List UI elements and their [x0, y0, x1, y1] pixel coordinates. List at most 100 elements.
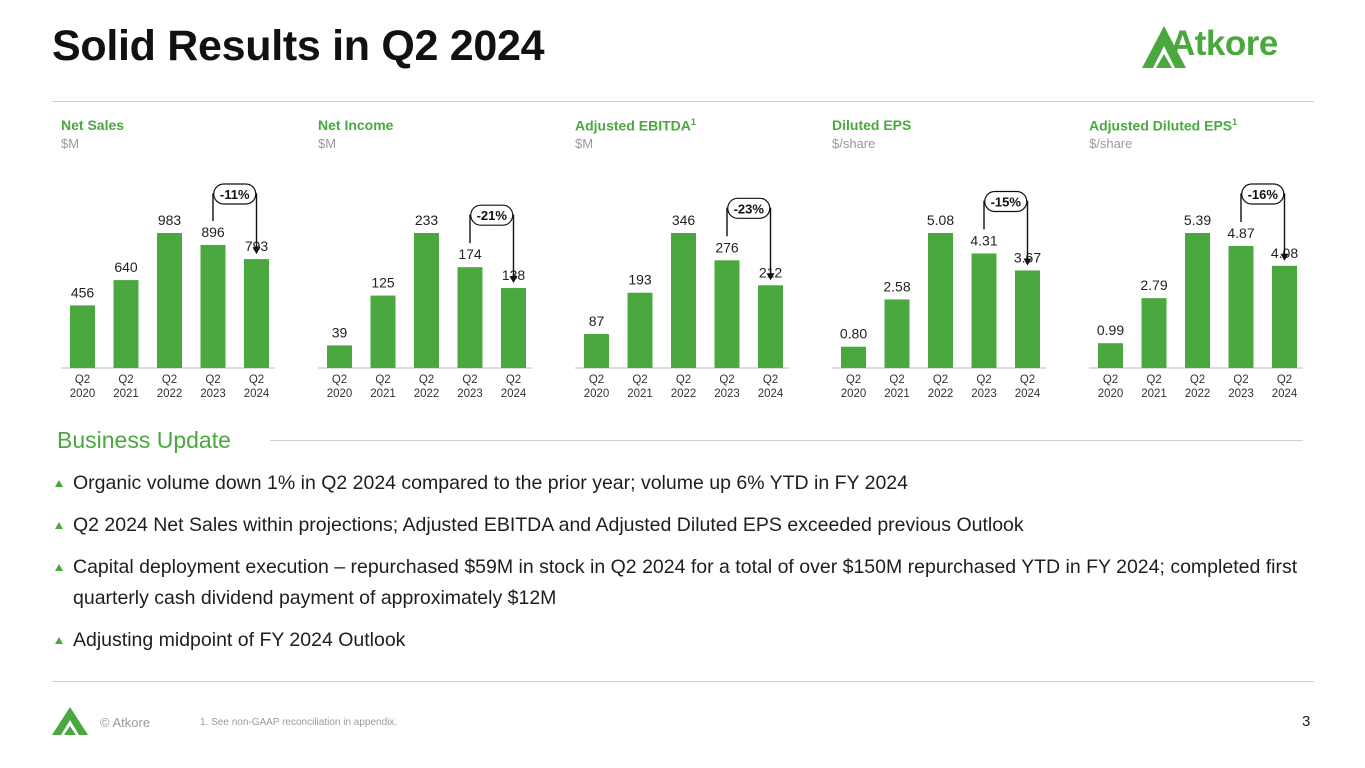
chart-title: Adjusted Diluted EPS1	[1089, 117, 1238, 134]
bar	[884, 299, 910, 368]
footer-divider	[52, 681, 1314, 682]
triangle-bullet-icon	[55, 480, 63, 487]
chart-title: Diluted EPS	[832, 117, 912, 133]
data-label: 0.80	[840, 326, 867, 342]
data-label: 640	[114, 259, 138, 275]
x-tick-label: Q2 2023	[971, 374, 997, 400]
bar	[671, 233, 696, 368]
bar	[627, 292, 653, 368]
chart-title: Net Sales	[61, 117, 125, 133]
chart-title: Net Income	[318, 117, 394, 133]
triangle-bullet-icon	[55, 522, 63, 529]
data-label: 125	[371, 275, 395, 291]
data-label: 174	[458, 246, 482, 262]
bar	[841, 346, 866, 368]
bar	[70, 305, 95, 368]
list-item: Q2 2024 Net Sales within projections; Ad…	[55, 510, 1305, 541]
change-pill	[984, 190, 1028, 213]
data-label: 0.99	[1097, 322, 1124, 338]
list-item: Adjusting midpoint of FY 2024 Outlook	[55, 625, 1305, 656]
kpi-chart: Net Sales $M 456 Q2 2020 640 Q2 2021 983 Q2 2022 89…	[53, 112, 283, 412]
x-tick-label: Q2 2024	[501, 374, 527, 400]
x-tick-label: Q2 2022	[671, 374, 697, 400]
bar-chart-svg: 0.80 Q2 2020 2.58 Q2 2021 5.08 Q2 2022 4.31 Q2 2023…	[832, 190, 1046, 400]
change-pill	[470, 204, 514, 226]
bar	[584, 334, 609, 368]
data-label: 4.87	[1227, 225, 1254, 241]
chart-unit: $/share	[832, 136, 876, 151]
x-tick-label: Q2 2022	[414, 374, 440, 400]
x-tick-label: Q2 2020	[841, 374, 867, 400]
bar	[971, 253, 997, 368]
change-label: -21%	[477, 208, 508, 223]
chart-unit: $M	[575, 136, 594, 151]
x-tick-label: Q2 2023	[200, 374, 226, 400]
x-tick-label: Q2 2020	[584, 374, 610, 400]
x-tick-label: Q2 2022	[157, 374, 183, 400]
x-tick-label: Q2 2021	[370, 374, 396, 400]
bar	[758, 285, 783, 368]
down-arrow-icon	[252, 247, 261, 255]
atkore-footer-logo-icon	[52, 707, 88, 735]
bar	[501, 288, 526, 368]
change-label: -16%	[1248, 187, 1279, 202]
down-arrow-icon	[1280, 253, 1289, 261]
triangle-bullet-icon	[55, 637, 63, 644]
x-tick-label: Q2 2022	[928, 374, 954, 400]
x-tick-label: Q2 2021	[113, 374, 139, 400]
business-update-heading: Business Update	[57, 427, 231, 453]
x-tick-label: Q2 2023	[1228, 374, 1254, 400]
footnote: 1. See non-GAAP reconciliation in append…	[200, 717, 398, 728]
data-label: 4.31	[970, 232, 997, 248]
data-label: 896	[201, 224, 225, 240]
data-label: 2.58	[883, 278, 910, 294]
x-tick-label: Q2 2024	[758, 374, 784, 400]
x-tick-label: Q2 2024	[1272, 374, 1298, 400]
bar	[157, 233, 182, 368]
chart-unit: $M	[61, 136, 80, 151]
business-update-list: Organic volume down 1% in Q2 2024 compar…	[55, 468, 1305, 667]
data-label: 2.79	[1140, 277, 1167, 293]
x-tick-label: Q2 2023	[457, 374, 483, 400]
list-item: Capital deployment execution – repurchas…	[55, 552, 1305, 614]
x-tick-label: Q2 2020	[70, 374, 96, 400]
change-label: -23%	[734, 201, 765, 216]
business-update-divider	[270, 440, 1303, 441]
data-label: 87	[589, 313, 605, 329]
bar	[457, 267, 483, 368]
data-label: 39	[332, 324, 348, 340]
brand-name: Atkore	[1170, 24, 1278, 63]
change-pill	[727, 197, 771, 219]
kpi-chart: Adjusted EBITDA1 $M 87 Q2 2020 193 Q2 2021 346 Q2…	[567, 112, 797, 412]
bar	[1228, 246, 1254, 368]
data-label: 456	[71, 284, 95, 300]
page-title: Solid Results in Q2 2024	[52, 22, 545, 70]
kpi-chart: Net Income $M 39 Q2 2020 125 Q2 2021 233 Q2 2022 17…	[310, 112, 540, 412]
down-arrow-icon	[1023, 258, 1032, 266]
chart-title: Adjusted EBITDA1	[575, 117, 696, 134]
data-label: 193	[628, 272, 652, 288]
data-label: 5.39	[1184, 212, 1211, 228]
x-tick-label: Q2 2020	[327, 374, 353, 400]
down-arrow-icon	[766, 273, 775, 281]
bar	[327, 345, 352, 368]
bar	[1098, 343, 1123, 368]
bar	[113, 280, 139, 368]
down-arrow-icon	[509, 276, 518, 284]
x-tick-label: Q2 2024	[1015, 374, 1041, 400]
bar	[1272, 265, 1297, 368]
bar-chart-svg: 0.99 Q2 2020 2.79 Q2 2021 5.39 Q2 2022 4.87 Q2 2023…	[1089, 183, 1303, 400]
chart-unit: $/share	[1089, 136, 1133, 151]
bar	[200, 244, 226, 368]
x-tick-label: Q2 2021	[1141, 374, 1167, 400]
data-label: 346	[672, 212, 696, 228]
change-label: -15%	[991, 194, 1022, 209]
x-tick-label: Q2 2020	[1098, 374, 1124, 400]
bar	[1141, 298, 1167, 368]
x-tick-label: Q2 2024	[244, 374, 270, 400]
bar	[414, 233, 439, 368]
x-tick-label: Q2 2021	[627, 374, 653, 400]
